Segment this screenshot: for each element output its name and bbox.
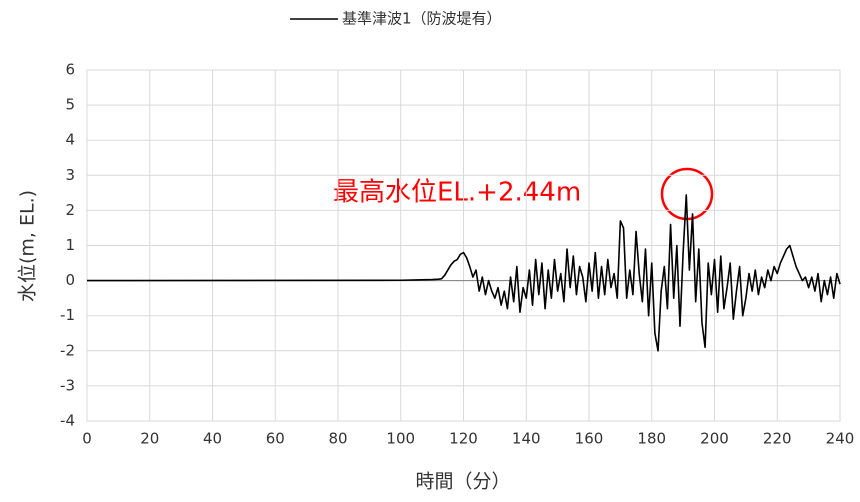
y-tick-label: 0: [65, 271, 75, 289]
x-tick-label: 40: [203, 430, 222, 448]
y-tick-label: -3: [60, 376, 75, 394]
x-tick-label: 240: [826, 430, 855, 448]
y-tick-label: -2: [60, 341, 75, 359]
x-tick-label: 60: [266, 430, 285, 448]
x-tick-label: 140: [512, 430, 541, 448]
x-tick-label: 100: [386, 430, 415, 448]
y-tick-label: 2: [65, 201, 75, 219]
y-tick-label: 5: [65, 96, 75, 114]
x-axis-label: 時間（分）: [415, 471, 510, 493]
y-tick-label: -4: [60, 412, 75, 430]
x-tick-label: 80: [328, 430, 347, 448]
y-tick-label: 3: [65, 166, 75, 184]
y-tick-label: -1: [60, 306, 75, 324]
y-tick-label: 6: [65, 61, 75, 79]
x-tick-label: 20: [140, 430, 159, 448]
x-tick-label: 160: [575, 430, 604, 448]
x-tick-label: 220: [763, 430, 792, 448]
y-tick-label: 4: [65, 131, 75, 149]
x-tick-label: 180: [637, 430, 666, 448]
x-tick-label: 120: [449, 430, 478, 448]
annotation: 最高水位EL.+2.44m: [333, 178, 581, 208]
y-axis-label: 水位(m, EL.): [17, 190, 39, 302]
x-tick-label: 200: [700, 430, 729, 448]
y-tick-label: 1: [65, 236, 75, 254]
legend-label: 基準津波1（防波堤有）: [342, 10, 502, 28]
x-tick-label: 0: [82, 430, 92, 448]
data-line: [86, 194, 841, 352]
